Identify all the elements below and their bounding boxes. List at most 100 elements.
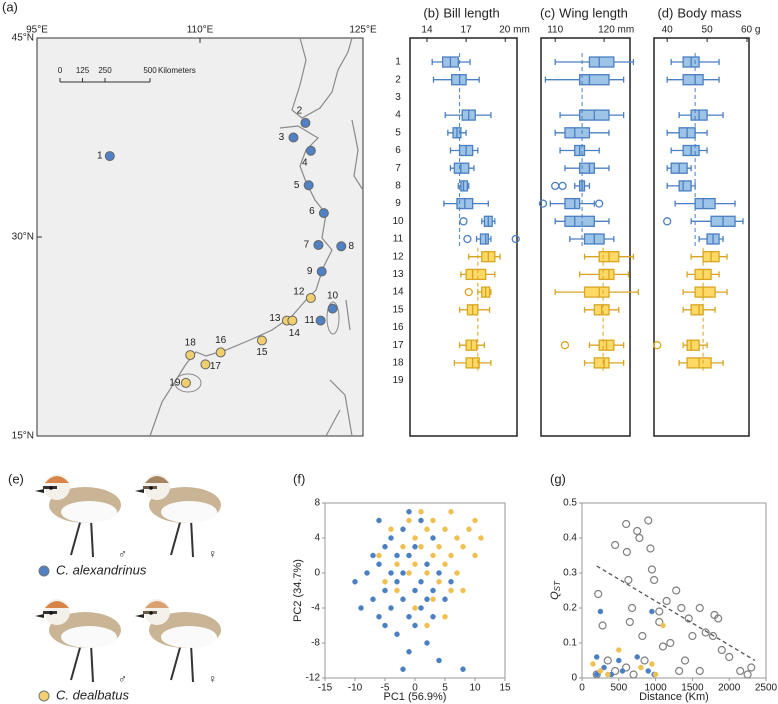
point xyxy=(418,579,424,585)
bird-illustration xyxy=(135,474,221,558)
point xyxy=(400,666,406,672)
point xyxy=(655,607,664,616)
y-tick-label: -4 xyxy=(311,603,320,614)
point xyxy=(376,552,382,559)
site-point xyxy=(300,117,311,128)
x-tick-label: 0 xyxy=(412,683,418,694)
outlier xyxy=(663,217,672,226)
point xyxy=(364,570,370,576)
point xyxy=(695,666,704,676)
bird-leg xyxy=(70,643,82,681)
bird-leg xyxy=(170,643,182,681)
point xyxy=(635,533,644,543)
site-label: 17 xyxy=(210,361,222,372)
bird-crown xyxy=(145,601,169,608)
bird-leg xyxy=(170,518,182,556)
outlier xyxy=(511,234,520,244)
box xyxy=(564,215,595,227)
site-point xyxy=(316,266,327,277)
point xyxy=(376,614,382,620)
point xyxy=(400,526,406,532)
site-point xyxy=(180,377,191,388)
bird-belly xyxy=(61,626,117,648)
site-label: 12 xyxy=(293,287,305,298)
point xyxy=(388,526,394,532)
x-tick-label: 60 g xyxy=(741,25,760,36)
point xyxy=(593,654,600,660)
scale-label: 125 xyxy=(76,66,90,75)
point xyxy=(597,608,604,615)
point xyxy=(406,570,412,576)
point xyxy=(633,526,642,536)
box xyxy=(686,339,700,351)
box xyxy=(682,74,704,86)
point xyxy=(442,526,448,532)
box xyxy=(460,180,469,192)
site-label: 15 xyxy=(256,347,268,358)
site-point xyxy=(327,303,338,314)
y-tick-label: -8 xyxy=(311,638,320,649)
x-tick-label: -15 xyxy=(318,683,333,694)
site-label: 18 xyxy=(185,338,197,349)
site-point xyxy=(185,350,196,361)
point xyxy=(382,579,388,585)
point xyxy=(394,561,400,567)
y-tick-label: 0.4 xyxy=(563,533,577,544)
bird-eye xyxy=(149,611,153,615)
point xyxy=(717,645,726,655)
female-symbol: ♀ xyxy=(208,547,217,561)
point xyxy=(430,535,436,541)
site-label: 1 xyxy=(97,151,103,162)
point xyxy=(684,614,693,623)
x-tick-label: 120 mm xyxy=(598,25,634,36)
point xyxy=(418,517,424,524)
panel-label: (a) xyxy=(2,0,18,14)
point xyxy=(597,668,604,674)
y-tick-label: 0.5 xyxy=(563,498,577,509)
site-label: 14 xyxy=(289,328,301,339)
point xyxy=(430,552,436,559)
point xyxy=(430,517,436,524)
site-label: 4 xyxy=(302,157,308,168)
point xyxy=(598,621,607,630)
bird-eye xyxy=(149,486,153,490)
bird-leg xyxy=(70,518,82,556)
x-tick-label: 50 xyxy=(702,25,714,36)
y-axis-label: PC2 (34.7%) xyxy=(292,559,304,622)
site-label: 7 xyxy=(304,240,310,251)
row-label: 19 xyxy=(392,375,404,386)
point xyxy=(634,654,640,660)
box xyxy=(678,180,692,192)
point xyxy=(655,617,664,627)
point xyxy=(747,663,756,672)
point xyxy=(743,670,752,679)
point xyxy=(436,570,442,576)
bird-leg xyxy=(190,643,194,683)
panel-title: Bill length xyxy=(443,5,499,20)
bird-illustration xyxy=(35,474,121,558)
x-tick-label: 15 xyxy=(499,683,511,694)
x-tick-label: 500 xyxy=(610,683,627,694)
outlier xyxy=(464,287,473,297)
point xyxy=(652,671,659,678)
bird-leg xyxy=(90,518,94,558)
site-point xyxy=(303,180,314,191)
x-tick-label: 14 xyxy=(421,25,433,36)
point xyxy=(382,544,388,550)
site-point xyxy=(305,145,316,156)
coastline xyxy=(291,37,353,119)
point xyxy=(412,544,418,550)
point xyxy=(388,605,394,611)
box xyxy=(694,197,716,210)
x-tick-label: 2500 xyxy=(755,683,778,694)
outlier xyxy=(595,199,604,208)
point xyxy=(376,561,382,567)
site-label: 19 xyxy=(169,378,181,389)
point xyxy=(412,535,418,541)
site-point xyxy=(318,208,329,219)
bird-crown xyxy=(45,601,69,608)
y-tick-label: 0.1 xyxy=(563,638,577,649)
x-tick-label: 0 xyxy=(579,683,585,694)
y-tick-label: 0.3 xyxy=(563,568,577,579)
point xyxy=(590,661,596,667)
